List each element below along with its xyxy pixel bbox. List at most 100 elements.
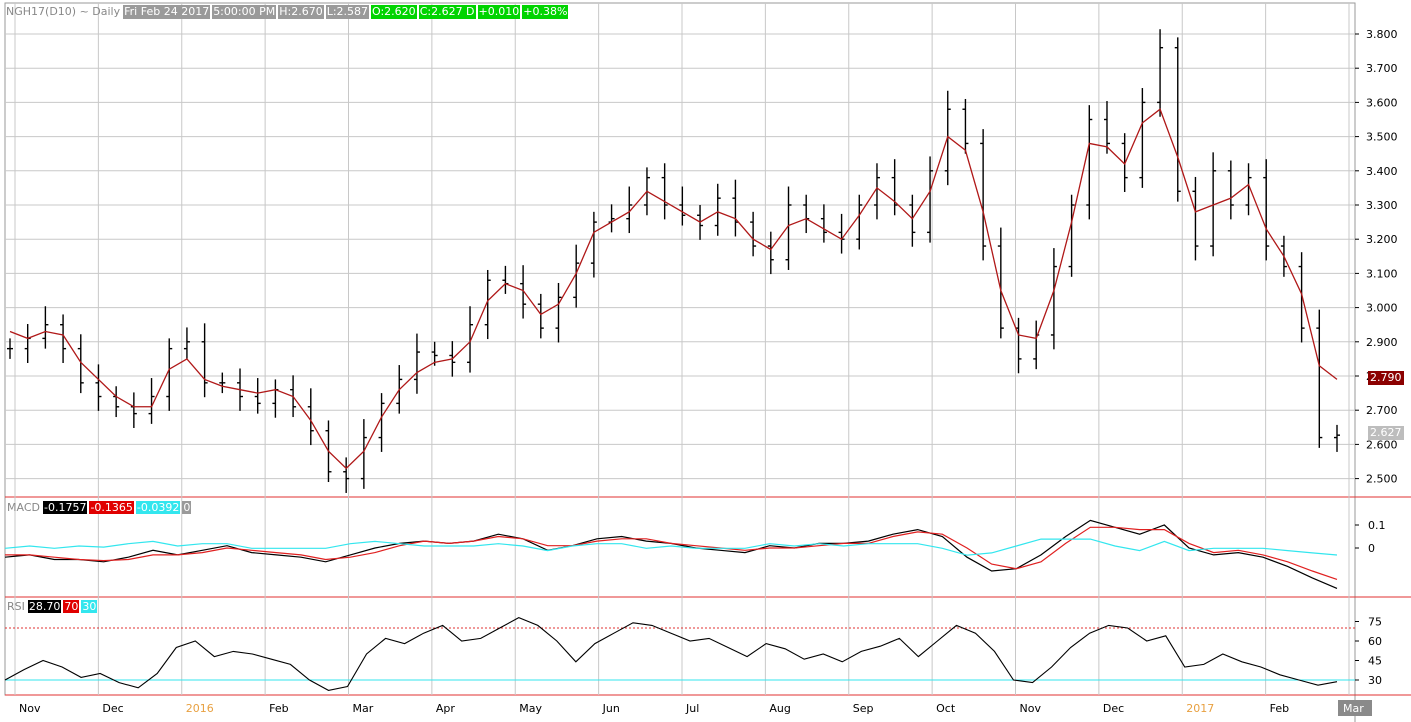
macd-axis: 0.10 xyxy=(1355,519,1386,555)
chart-header: NGH17(D10) ~ Daily Fri Feb 24 2017 5:00:… xyxy=(5,5,569,19)
ohlc-bar xyxy=(343,457,350,493)
rsi-tick-label: 75 xyxy=(1368,616,1382,629)
ohlc-bar xyxy=(307,388,314,446)
open-label: O:2.620 xyxy=(371,5,417,19)
x-tick-label: Nov xyxy=(19,702,41,715)
last-price-box: 2.627 xyxy=(1368,426,1404,440)
rsi-axis: 75 60 45 30 xyxy=(1355,616,1382,687)
x-tick-label: 2017 xyxy=(1186,702,1214,715)
x-tick-label: Dec xyxy=(1103,702,1124,715)
ohlc-bar xyxy=(467,306,474,373)
grid xyxy=(4,2,1411,722)
price-tick-label: 2.900 xyxy=(1366,336,1398,349)
x-tick-label: May xyxy=(519,702,542,715)
symbol-label: NGH17(D10) ~ Daily xyxy=(6,5,121,18)
ohlc-bar xyxy=(1050,248,1057,350)
x-tick-label: Apr xyxy=(436,702,456,715)
macd-hist-value: -0.0392 xyxy=(135,501,181,514)
ohlc-bar xyxy=(573,244,580,308)
ohlc-bar xyxy=(909,194,916,247)
ohlc-bar xyxy=(1192,176,1199,261)
ohlc-bar xyxy=(891,159,898,216)
ohlc-bar xyxy=(1263,159,1270,261)
current-period-box xyxy=(1338,700,1372,716)
ohlc-bar xyxy=(1298,252,1305,343)
x-tick-label: Aug xyxy=(769,702,790,715)
time-label: 5:00:00 PM xyxy=(212,5,277,19)
ohlc-bar xyxy=(980,129,987,261)
ohlc-bar xyxy=(856,194,863,250)
rsi-tick-label: 45 xyxy=(1368,655,1382,668)
price-tick-label: 3.200 xyxy=(1366,233,1398,246)
x-tick-label: Feb xyxy=(1270,702,1289,715)
ohlc-bar xyxy=(927,156,934,243)
price-tick-label: 3.100 xyxy=(1366,267,1398,280)
ohlc-bar xyxy=(484,269,491,340)
macd-legend: MACD -0.1757 -0.1365 -0.0392 0 xyxy=(6,501,192,514)
ohlc-bar xyxy=(1103,101,1110,154)
ohlc-bar xyxy=(77,334,84,394)
price-tick-label: 3.000 xyxy=(1366,302,1398,315)
x-tick-label: Nov xyxy=(1020,702,1042,715)
price-tick-label: 2.700 xyxy=(1366,404,1398,417)
rsi-title: RSI xyxy=(7,600,25,613)
ohlc-bar xyxy=(7,338,13,359)
ohlc-bar xyxy=(873,163,880,220)
ohlc-bar xyxy=(714,183,721,236)
date-label: Fri Feb 24 2017 xyxy=(123,5,211,19)
ohlc-bar xyxy=(360,419,367,489)
price-tick-label: 3.300 xyxy=(1366,199,1398,212)
change-label: +0.010 xyxy=(477,5,521,19)
ohlc-bar xyxy=(537,293,544,339)
high-label: H:2.670 xyxy=(278,5,324,19)
ohlc-bar xyxy=(661,163,668,220)
ohlc-bar xyxy=(42,306,49,349)
rsi-value: 28.70 xyxy=(27,600,62,613)
price-tick-label: 3.400 xyxy=(1366,165,1398,178)
x-tick-label: Sep xyxy=(853,702,874,715)
ohlc-bar xyxy=(413,333,420,394)
ohlc-bar xyxy=(95,364,102,411)
price-ma-line xyxy=(9,108,1338,470)
ohlc-bar xyxy=(785,186,792,270)
price-tick-label: 3.700 xyxy=(1366,62,1398,75)
ohlc-bar xyxy=(254,378,261,414)
ohlc-bar xyxy=(1139,88,1146,188)
x-tick-label: Mar xyxy=(1343,702,1364,715)
ohlc-bar xyxy=(590,211,597,278)
rsi-upper-value: 70 xyxy=(63,600,80,613)
ohlc-bar xyxy=(378,393,385,452)
ohlc-bar xyxy=(997,227,1004,339)
pct-label: +0.38% xyxy=(522,5,569,19)
macd-hist-line xyxy=(4,538,1338,556)
ohlc-bar xyxy=(767,231,774,275)
ohlc-bar xyxy=(679,186,686,226)
macd-value: -0.1757 xyxy=(42,501,88,514)
ohlc-bar xyxy=(183,327,190,359)
ohlc-bar xyxy=(750,211,757,257)
price-tick-label: 3.500 xyxy=(1366,131,1398,144)
x-axis: Nov Dec 2016 Feb Mar Apr May Jun Jul Aug Sep Oct Nov… xyxy=(19,700,1372,716)
rsi-tick-label: 30 xyxy=(1368,674,1382,687)
ohlc-bar xyxy=(1227,160,1234,220)
macd-tick-label: 0.1 xyxy=(1368,519,1386,532)
ma-price-box: 2.790 xyxy=(1368,371,1404,385)
x-tick-label: Jul xyxy=(685,702,699,715)
x-tick-label: Dec xyxy=(102,702,123,715)
x-tick-label: Mar xyxy=(353,702,374,715)
rsi-legend: RSI 28.70 70 30 xyxy=(6,600,98,613)
price-bars xyxy=(7,29,1340,493)
x-tick-label: 2016 xyxy=(186,702,214,715)
ohlc-bar xyxy=(1174,37,1181,202)
ohlc-bar xyxy=(626,186,633,234)
macd-tick-label: 0 xyxy=(1368,542,1375,555)
ohlc-bar xyxy=(1068,194,1075,277)
ohlc-bar xyxy=(555,282,562,343)
price-tick-label: 3.800 xyxy=(1366,28,1398,41)
macd-signal-line xyxy=(5,526,1338,580)
ohlc-bar xyxy=(1245,163,1252,216)
ohlc-bar xyxy=(166,338,173,411)
ohlc-bar xyxy=(1316,309,1323,448)
ohlc-bar xyxy=(201,323,208,398)
